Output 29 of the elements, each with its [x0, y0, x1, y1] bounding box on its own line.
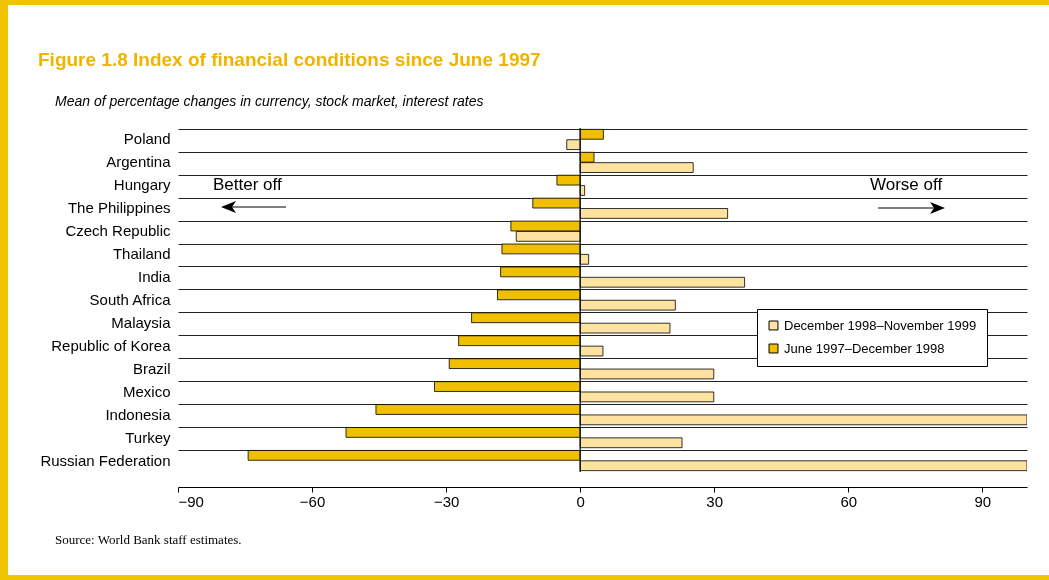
x-tick-label: −90 — [178, 492, 204, 510]
legend-label: December 1998–November 1999 — [784, 317, 977, 333]
y-tick-label: Republic of Korea — [51, 336, 172, 354]
y-tick-label: Thailand — [112, 245, 171, 263]
legend-label: June 1997–December 1998 — [784, 340, 945, 356]
x-tick-label: −60 — [299, 492, 326, 510]
y-tick-label: South Africa — [89, 291, 172, 308]
y-tick-label: Hungary — [113, 176, 171, 194]
y-tick-label: The Philippines — [67, 199, 171, 217]
y-tick-label: Malaysia — [111, 313, 172, 331]
y-tick-label: India — [137, 268, 172, 286]
x-tick-label: 90 — [974, 492, 992, 510]
y-tick-label: Poland — [123, 130, 171, 148]
source-note: Source: World Bank staff estimates. — [55, 532, 242, 547]
chart-subtitle: Mean of percentage changes in currency, stock market, interest rates — [55, 93, 484, 109]
annotation: Worse off — [870, 175, 943, 194]
annotation: Better off — [213, 175, 282, 194]
y-tick-label: Indonesia — [105, 405, 172, 423]
y-tick-label: Argentina — [106, 153, 172, 171]
chart-title: Figure 1.8 Index of financial conditions since June 1997 — [38, 49, 541, 70]
x-tick-label: 0 — [576, 492, 585, 510]
x-tick-label: 30 — [706, 492, 724, 510]
y-tick-label: Russian Federation — [40, 451, 171, 469]
y-tick-label: Mexico — [122, 382, 171, 400]
x-tick-label: −30 — [433, 492, 460, 510]
y-tick-label: Brazil — [132, 359, 171, 377]
x-tick-label: 60 — [840, 492, 858, 510]
y-tick-label: Turkey — [125, 428, 171, 446]
y-tick-label: Czech Republic — [65, 222, 171, 240]
